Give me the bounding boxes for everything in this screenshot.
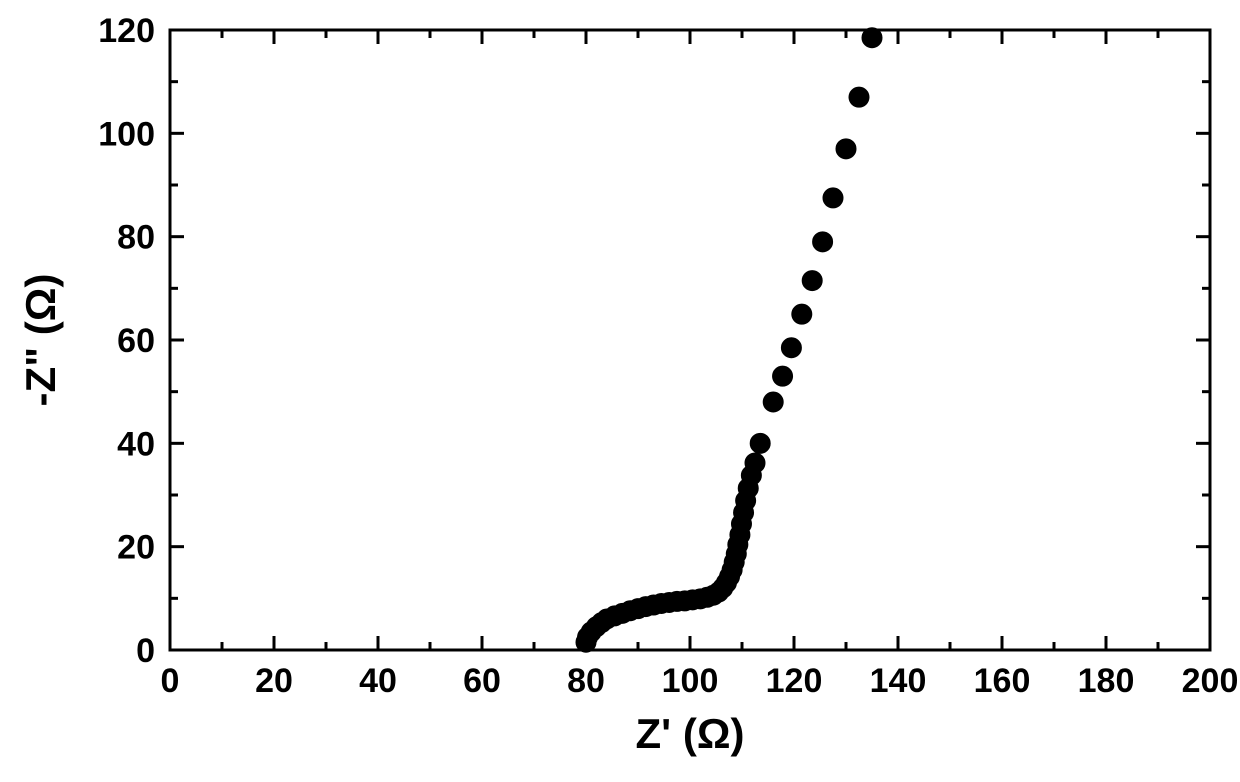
scatter-point [823,188,843,208]
svg-text:100: 100 [98,115,155,153]
nyquist-plot: 0 20 40 60 80 100 120 140 160 180 200 0 20 40 60 80 100 1… [0,0,1240,782]
svg-text:120: 120 [98,12,155,50]
svg-text:20: 20 [255,662,293,700]
scatter-point [836,139,856,159]
svg-text:40: 40 [117,425,155,463]
scatter-point [802,271,822,291]
svg-text:60: 60 [463,662,501,700]
svg-text:200: 200 [1182,662,1239,700]
x-axis-label: Z' (Ω) [636,710,745,757]
scatter-point [849,87,869,107]
scatter-point [745,453,765,473]
scatter-point [763,392,783,412]
scatter-point [773,366,793,386]
scatter-point [813,232,833,252]
svg-text:0: 0 [161,662,180,700]
svg-text:140: 140 [870,662,927,700]
svg-text:180: 180 [1078,662,1135,700]
scatter-point [862,28,882,48]
svg-text:120: 120 [766,662,823,700]
svg-text:100: 100 [662,662,719,700]
svg-text:20: 20 [117,529,155,567]
svg-text:80: 80 [117,219,155,257]
scatter-point [792,304,812,324]
svg-text:60: 60 [117,322,155,360]
chart-svg: 0 20 40 60 80 100 120 140 160 180 200 0 20 40 60 80 100 1… [0,0,1240,782]
svg-text:40: 40 [359,662,397,700]
scatter-point [781,338,801,358]
svg-text:0: 0 [136,632,155,670]
svg-text:160: 160 [974,662,1031,700]
svg-text:80: 80 [567,662,605,700]
scatter-point [750,433,770,453]
y-axis-label: -Z" (Ω) [17,274,64,407]
